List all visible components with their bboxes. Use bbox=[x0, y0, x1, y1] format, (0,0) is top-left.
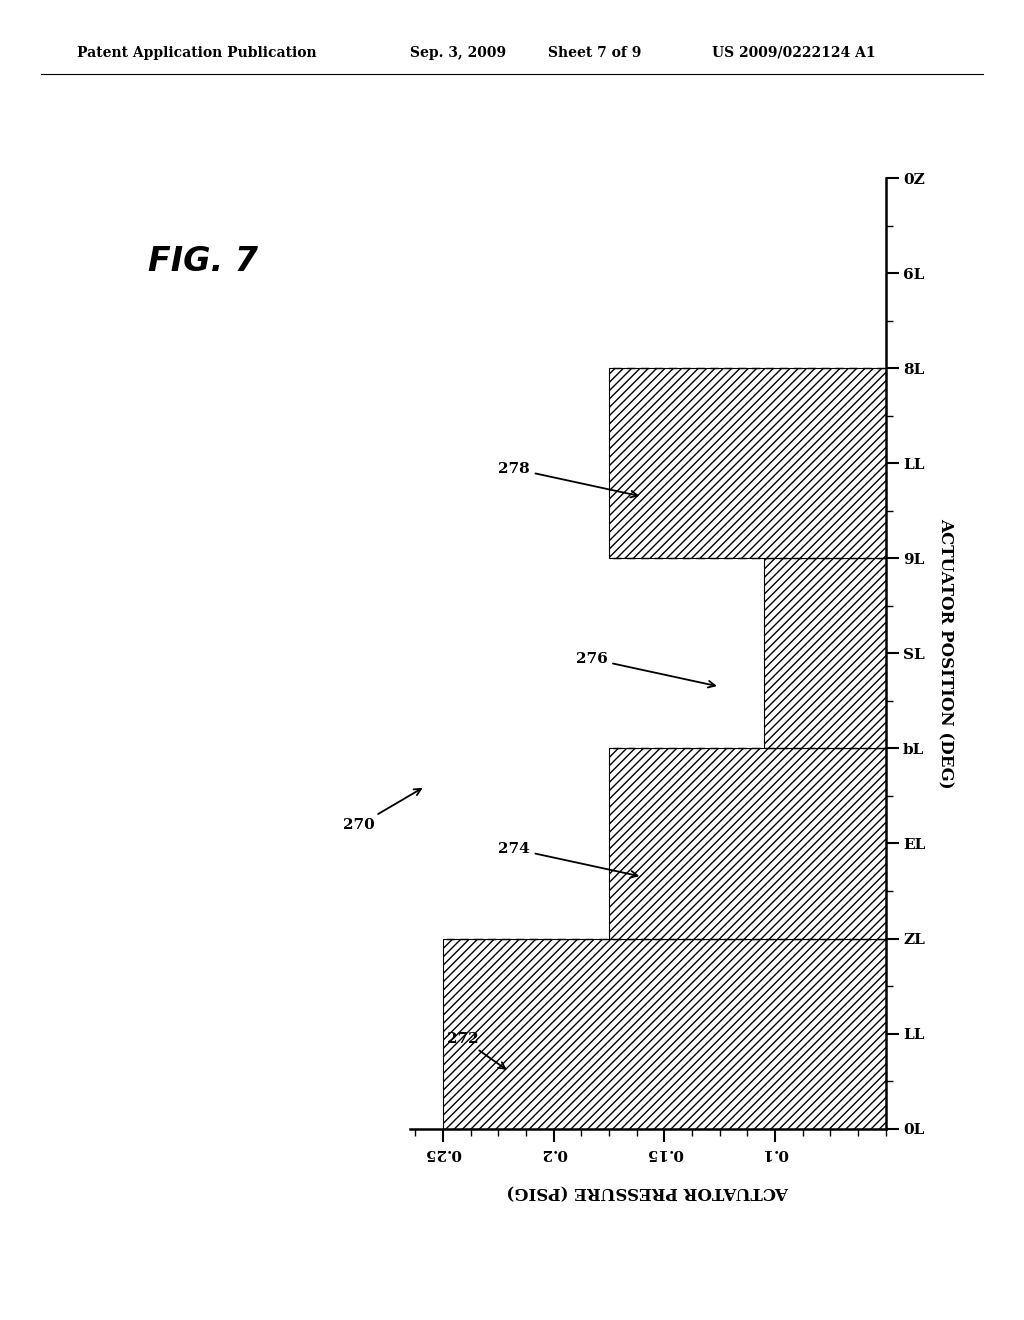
X-axis label: ACTUATOR PRESSURE (PSIG): ACTUATOR PRESSURE (PSIG) bbox=[506, 1183, 790, 1199]
Y-axis label: ACTUATOR POSITION (DEG): ACTUATOR POSITION (DEG) bbox=[936, 517, 953, 789]
Bar bbox=[442, 939, 996, 1129]
Bar bbox=[764, 558, 996, 748]
Text: 274: 274 bbox=[499, 842, 638, 878]
Bar bbox=[609, 748, 996, 939]
Text: 278: 278 bbox=[499, 462, 638, 498]
Text: Patent Application Publication: Patent Application Publication bbox=[77, 46, 316, 59]
Text: 276: 276 bbox=[575, 652, 715, 688]
Text: 272: 272 bbox=[447, 1032, 505, 1069]
Bar bbox=[609, 368, 996, 558]
Text: Sep. 3, 2009: Sep. 3, 2009 bbox=[410, 46, 506, 59]
Text: US 2009/0222124 A1: US 2009/0222124 A1 bbox=[712, 46, 876, 59]
Text: FIG. 7: FIG. 7 bbox=[148, 244, 258, 277]
Text: 270: 270 bbox=[343, 789, 421, 832]
Text: Sheet 7 of 9: Sheet 7 of 9 bbox=[548, 46, 641, 59]
